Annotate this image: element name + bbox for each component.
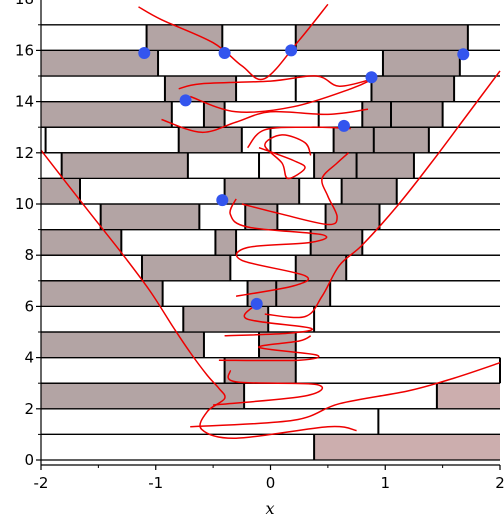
strip-row xyxy=(41,408,500,436)
bar-segment xyxy=(314,434,500,460)
bar-segment xyxy=(41,101,172,128)
y-tick-label: 8 xyxy=(24,246,34,264)
curve xyxy=(258,134,312,180)
bar-segment xyxy=(356,152,414,179)
bar-segment xyxy=(276,280,331,307)
x-axis-label: x xyxy=(265,499,274,518)
data-point xyxy=(365,71,378,84)
curve xyxy=(264,70,501,319)
bar-segment xyxy=(371,76,455,102)
bar-segment xyxy=(141,255,231,281)
curve xyxy=(138,3,329,81)
bar-segment xyxy=(164,76,237,102)
bar-segment xyxy=(382,50,460,76)
data-point xyxy=(250,297,263,310)
strip-row xyxy=(41,100,500,128)
data-point xyxy=(179,94,192,107)
bar-segment xyxy=(295,255,347,281)
y-tick-label: 4 xyxy=(24,349,34,367)
strip-row xyxy=(41,433,500,461)
curve xyxy=(241,152,350,226)
y-tick-label: 14 xyxy=(15,93,34,111)
data-point xyxy=(216,194,229,207)
strip-row xyxy=(41,49,500,77)
strip-row xyxy=(41,75,500,103)
strip-row xyxy=(41,228,500,256)
data-point xyxy=(138,46,151,59)
curve xyxy=(229,198,328,297)
bar-segment xyxy=(333,127,374,153)
bar-segment xyxy=(436,383,500,409)
curve xyxy=(218,335,320,362)
strip-row xyxy=(41,126,500,154)
bar-segment xyxy=(100,204,200,230)
bar-segment xyxy=(41,280,163,307)
data-point xyxy=(457,48,470,61)
bar-segment xyxy=(61,152,188,179)
bar-segment xyxy=(41,332,204,358)
bar-segment xyxy=(41,178,81,204)
y-tick-label: 0 xyxy=(24,451,34,469)
strip-row xyxy=(41,203,500,231)
bar-segment xyxy=(224,178,300,204)
bar-segment xyxy=(224,357,296,384)
bar-segment xyxy=(341,178,397,204)
bar-segment xyxy=(362,101,391,128)
strips-layer xyxy=(41,24,501,461)
curve xyxy=(189,77,375,114)
data-point xyxy=(218,46,231,59)
x-tick-label: 2 xyxy=(495,474,504,492)
bar-segment xyxy=(41,383,245,409)
y-tick-label: 2 xyxy=(24,400,34,418)
y-tick-label: 12 xyxy=(15,144,34,162)
bar-segment xyxy=(183,306,269,332)
y-tick-label: 18 xyxy=(15,0,34,8)
bar-segment xyxy=(146,24,223,51)
strip-row xyxy=(41,177,500,205)
bar-segment xyxy=(314,152,357,179)
strip-row xyxy=(41,305,500,333)
y-tick-label: 10 xyxy=(15,195,34,213)
strip-row xyxy=(41,280,500,308)
bar-segment xyxy=(215,229,237,256)
x-tick-label: -1 xyxy=(148,474,163,492)
bar-segment xyxy=(295,24,468,51)
curve xyxy=(161,108,369,134)
curve xyxy=(178,75,374,90)
strip-row xyxy=(41,356,501,384)
curve xyxy=(190,361,501,428)
strip-row xyxy=(41,152,500,180)
bar-segment xyxy=(373,127,429,153)
strip-row xyxy=(41,24,500,52)
bar-segment xyxy=(245,204,278,230)
curves-layer xyxy=(40,3,501,439)
curve xyxy=(40,149,357,439)
x-tick-label: -2 xyxy=(34,474,49,492)
y-tick-label: 6 xyxy=(24,297,34,315)
data-point xyxy=(337,119,350,132)
bar-segment xyxy=(390,101,443,128)
points-layer xyxy=(138,44,470,310)
curve xyxy=(224,305,313,337)
curve xyxy=(213,370,324,406)
bar-segment xyxy=(41,229,122,256)
x-tick-label: 1 xyxy=(380,474,390,492)
strip-row xyxy=(41,382,500,410)
x-tick-label: 0 xyxy=(266,474,276,492)
data-point xyxy=(285,44,298,57)
curve xyxy=(247,126,351,149)
y-tick-label: 16 xyxy=(15,41,34,59)
